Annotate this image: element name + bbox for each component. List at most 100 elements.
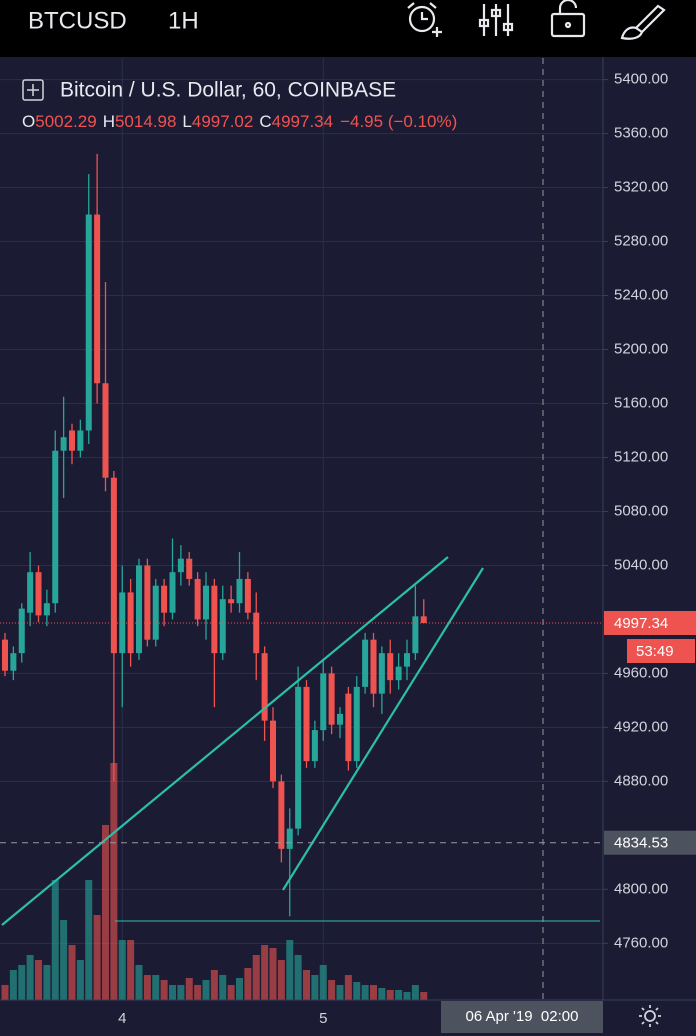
volume-bar <box>411 985 419 1000</box>
volume-bar <box>127 940 135 1000</box>
y-tick-label: 4800.00 <box>614 880 668 897</box>
candle-body <box>127 592 134 654</box>
volume-bar <box>160 980 168 1000</box>
candle-body <box>320 673 327 731</box>
volume-bar <box>294 955 302 1000</box>
ohlc-legend: O5002.29 H5014.98 L4997.02 C4997.34 −4.95 (−… <box>22 112 457 131</box>
candle-body <box>110 477 117 654</box>
candle-body <box>52 450 59 604</box>
candle-body <box>60 437 67 451</box>
volume-layer <box>1 763 428 1000</box>
y-tick-label: 4960.00 <box>614 664 668 681</box>
candle-body <box>10 653 17 671</box>
y-tick-label: 5040.00 <box>614 556 668 573</box>
candle-body <box>136 565 142 654</box>
volume-bar <box>110 763 118 1000</box>
candle-body <box>194 578 201 620</box>
interval[interactable]: 1H <box>168 7 199 34</box>
volume-bar <box>93 915 101 1000</box>
volume-bar <box>386 990 394 1000</box>
volume-bar <box>85 880 93 1000</box>
candle-body <box>370 639 377 694</box>
ohlc-value: 5002.29 <box>35 112 96 131</box>
legend-toggle[interactable] <box>22 79 44 101</box>
y-tick-label: 5320.00 <box>614 179 668 196</box>
candle-body <box>311 730 318 762</box>
candle-body <box>94 214 101 384</box>
volume-bar <box>395 990 403 1000</box>
volume-bar <box>169 985 176 1000</box>
candle-body <box>412 616 419 654</box>
candle-body <box>404 653 410 667</box>
candle-body <box>18 608 25 654</box>
ohlc-label: H <box>103 112 115 131</box>
volume-bar <box>210 970 218 1000</box>
candle-body <box>35 572 42 616</box>
volume-bar <box>9 970 17 1000</box>
countdown-label: 53:49 <box>636 643 674 660</box>
crosshair-time-tag <box>441 1001 603 1033</box>
volume-bar <box>269 948 277 1000</box>
symbol[interactable]: BTCUSD <box>28 7 127 34</box>
volume-bar <box>261 945 269 1000</box>
candle-body <box>253 612 260 654</box>
volume-bar <box>336 985 344 1000</box>
y-tick-label: 5240.00 <box>614 286 668 303</box>
candle-body <box>169 572 176 613</box>
volume-bar <box>361 985 369 1000</box>
x-tick-label: 5 <box>319 1010 327 1027</box>
candle-body <box>387 653 394 681</box>
ohlc-label: C <box>259 112 271 131</box>
candle-body <box>69 430 75 451</box>
volume-bar <box>26 955 34 1000</box>
price-axis: 5400.00 5360.00 5320.00 5280.00 5240.00 5200.… <box>603 71 668 951</box>
trend-line-lower <box>282 567 484 891</box>
last-price-label: 4997.34 <box>614 615 668 632</box>
volume-bar <box>152 975 160 1000</box>
volume-bar <box>244 968 252 1000</box>
volume-bar <box>118 940 126 1000</box>
candle-body <box>286 828 293 849</box>
ohlc-value: 4997.02 <box>192 112 253 131</box>
ohlc-change: −4.95 (−0.10%) <box>340 112 457 131</box>
volume-bar <box>236 978 243 1000</box>
indicators-icon[interactable] <box>478 4 514 36</box>
alarm-icon[interactable] <box>407 2 442 37</box>
y-tick-label: 4880.00 <box>614 772 668 789</box>
candle-body <box>228 599 235 604</box>
brush-icon[interactable] <box>620 4 666 40</box>
settings-icon[interactable] <box>639 1005 661 1027</box>
candle-body <box>362 639 369 687</box>
ohlc-label: L <box>182 112 191 131</box>
volume-bar <box>311 975 319 1000</box>
candle-body <box>211 585 218 654</box>
volume-bar <box>420 992 428 1000</box>
y-tick-label: 5360.00 <box>614 125 668 142</box>
candle-body <box>244 578 251 613</box>
candle-body <box>77 430 84 451</box>
candle-body <box>420 616 427 624</box>
candle-body <box>203 585 209 620</box>
candle-body <box>395 666 402 681</box>
volume-bar <box>403 992 411 1000</box>
candle-body <box>328 673 335 725</box>
y-tick-label: 5160.00 <box>614 394 668 411</box>
ohlc-value: 5014.98 <box>115 112 176 131</box>
volume-bar <box>328 980 336 1000</box>
countdown-tag <box>627 639 695 664</box>
candle-body <box>43 603 50 616</box>
candle-body <box>278 781 285 849</box>
candle-body <box>353 686 360 762</box>
candle-body <box>144 565 151 640</box>
volume-bar <box>194 985 202 1000</box>
candle-body <box>337 713 343 725</box>
candle-layer <box>2 153 427 917</box>
volume-bar <box>185 978 193 1000</box>
candle-body <box>2 639 8 671</box>
volume-bar <box>51 880 59 1000</box>
last-price-tag <box>604 611 696 636</box>
lock-icon[interactable] <box>550 0 586 38</box>
volume-bar <box>60 920 68 1000</box>
ohlc-value: 4997.34 <box>272 112 333 131</box>
candle-body <box>186 558 193 579</box>
